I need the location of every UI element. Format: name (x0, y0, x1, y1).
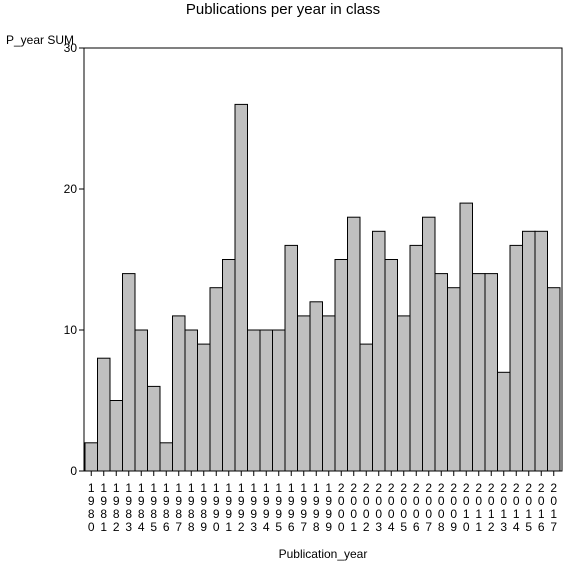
bar-2008 (434, 273, 448, 472)
x-axis: 1 9 8 0 1 9 8 1 1 9 8 2 1 9 8 3 1 9 8 4 1 9 8 5 1 9 8 6 1 9 8 7 1 9 8 8 1 9 8 9… (88, 471, 557, 534)
bar-1983 (122, 273, 136, 472)
bar-2002 (359, 343, 373, 472)
bar-1996 (284, 244, 298, 472)
bar-1987 (172, 315, 186, 472)
bar-1984 (134, 329, 148, 472)
bar-1991 (222, 259, 236, 472)
y-axis-label: P_year SUM (6, 33, 74, 47)
bar-2006 (409, 244, 423, 472)
y-tick-label: 0 (70, 464, 77, 478)
bar-2004 (384, 259, 398, 472)
bar-1989 (197, 343, 211, 472)
bar-2003 (372, 230, 386, 472)
bar-1986 (159, 442, 173, 472)
bar-1997 (297, 315, 311, 472)
chart-title: Publications per year in class (186, 1, 380, 18)
bar-1982 (109, 400, 123, 472)
y-tick-label: 20 (64, 182, 78, 196)
y-tick-label: 10 (64, 323, 78, 337)
bar-1994 (259, 329, 273, 472)
bar-2010 (459, 202, 473, 472)
x-axis-label: Publication_year (279, 547, 368, 561)
bar-1990 (209, 287, 223, 472)
bar-2011 (472, 273, 486, 472)
bar-2012 (484, 273, 498, 472)
bar-1995 (272, 329, 286, 472)
y-tick-label: 30 (64, 41, 78, 55)
bar-1993 (247, 329, 261, 472)
bar-1998 (309, 301, 323, 472)
bar-2017 (547, 287, 561, 472)
bar-1981 (97, 357, 111, 472)
bar-2005 (397, 315, 411, 472)
bar-2000 (334, 259, 348, 472)
bar-1980 (84, 442, 98, 472)
bar-2014 (509, 244, 523, 472)
bar-2016 (534, 230, 548, 472)
bar-1988 (184, 329, 198, 472)
bar-2009 (447, 287, 461, 472)
bar-1992 (234, 103, 248, 472)
bar-2015 (522, 230, 536, 472)
bars-group (84, 103, 561, 472)
plot-frame (83, 47, 563, 472)
bar-2001 (347, 216, 361, 472)
bar-1985 (147, 385, 161, 472)
bar-1999 (322, 315, 336, 472)
bar-2013 (497, 371, 511, 472)
bar-2007 (422, 216, 436, 472)
y-axis: 0 10 20 30 (64, 41, 84, 478)
